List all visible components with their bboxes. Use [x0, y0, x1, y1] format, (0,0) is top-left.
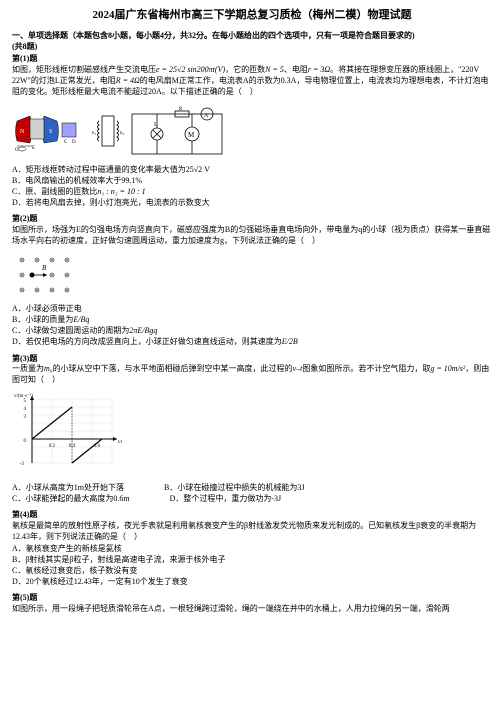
exam-title: 2024届广东省梅州市高三下学期总复习质检（梅州二模）物理试题: [12, 8, 492, 23]
question-1: 第(1)题 如图，矩形线框切割磁感线产生交流电压e = 25√2 sin200π…: [12, 54, 492, 208]
svg-text:N: N: [20, 129, 25, 135]
svg-text:B: B: [42, 264, 47, 272]
q1-opt-b: B．电风扇输出的机械效率大于99.1%: [12, 175, 492, 186]
q4-options: A．氡核衰变产生的新核是氦核 B．β射线其实是β粒子，射线是高速电子流，来源于核…: [12, 543, 492, 588]
q2-options: A．小球必须带正电 B．小球的质量为E/Bq C．小球做匀速圆周运动的周期为2π…: [12, 303, 492, 348]
svg-text:4: 4: [24, 407, 27, 412]
q1-figure: N S C D O E n₁ n₂: [12, 101, 492, 161]
q5-label: 第(5)题: [12, 593, 492, 604]
q2-figure: B: [12, 250, 492, 300]
section-a-header: 一、单项选择题（本题包含8小题，每小题4分，共32分。在每小题给出的四个选项中，…: [12, 31, 492, 53]
svg-text:0.2: 0.2: [49, 444, 56, 449]
q1-opt-c: C．原、副线圈的匝数比n₁ : n₂ = 10 : 1: [12, 186, 492, 197]
q2-opt-b: B．小球的质量为E/Bq: [12, 314, 492, 325]
q2-opt-d: D．若仅把电场的方向改成竖直向上，小球正好做匀速直线运动，则其速度为E/2B: [12, 336, 492, 347]
question-3: 第(3)题 一质量为m₀的小球从空中下落，与水平地面相碰后弹到空中某一高度，此过…: [12, 354, 492, 505]
svg-text:-3: -3: [20, 462, 25, 467]
svg-text:E: E: [32, 146, 35, 151]
q4-opt-b: B．β射线其实是β粒子，射线是高速电子流，来源于核外电子: [12, 554, 492, 565]
q1-opt-d: D．若将电风扇去掉，则小灯泡亮光，电流表的示数变大: [12, 197, 492, 208]
svg-text:0: 0: [24, 439, 27, 444]
svg-text:t/s: t/s: [118, 440, 122, 445]
svg-text:n₂: n₂: [120, 131, 125, 136]
svg-text:n₁: n₁: [92, 131, 97, 136]
q3-options: A．小球从高度为1m处开始下落 B．小球在碰撞过程中损失的机械能为3J C．小球…: [12, 482, 492, 504]
q3-chart: 0 3 4 5 -3 0.2 0.4 0.6 t/s v/(m·s⁻¹): [12, 389, 492, 479]
svg-text:5: 5: [24, 399, 27, 404]
q3-body: 一质量为m₀的小球从空中下落，与水平地面相碰后弹到空中某一高度，此过程的v–t图…: [12, 364, 492, 386]
q2-body: 如图所示，场强为E的匀强电场方向竖直向下，磁感应强度为B的匀强磁场垂直电场向外，…: [12, 225, 492, 247]
q3-opt-a: A．小球从高度为1m处开始下落: [12, 482, 124, 493]
question-4: 第(4)题 氡核是最简单的放射性原子核，夜光手表就是利用氡核衰变产生的β射线激发…: [12, 510, 492, 587]
q4-opt-a: A．氡核衰变产生的新核是氦核: [12, 543, 492, 554]
q5-body: 如图所示，用一段绳子把轻质滑轮吊在A点，一根轻绳跨过滑轮，绳的一端绕在并中的水桶…: [12, 604, 492, 615]
svg-text:0.6: 0.6: [94, 444, 101, 449]
q1-opt-a: A．矩形线框转动过程中磁通量的变化率最大值为25√2 V: [12, 164, 492, 175]
svg-text:D: D: [72, 140, 76, 145]
q1-body: 如图，矩形线框切割磁感线产生交流电压e = 25√2 sin200πt(V)，它…: [12, 65, 492, 97]
svg-text:3: 3: [24, 415, 27, 420]
q4-opt-c: C．氡核经过衰变后，核子数没有变: [12, 565, 492, 576]
svg-text:M: M: [188, 131, 195, 139]
question-5: 第(5)题 如图所示，用一段绳子把轻质滑轮吊在A点，一根轻绳跨过滑轮，绳的一端绕…: [12, 593, 492, 615]
q2-opt-a: A．小球必须带正电: [12, 303, 492, 314]
svg-text:O: O: [15, 148, 19, 153]
svg-text:v/(m·s⁻¹): v/(m·s⁻¹): [14, 393, 33, 399]
q2-opt-c: C．小球做匀速圆周运动的周期为2πE/Bgq: [12, 325, 492, 336]
section-a-text: 一、单项选择题（本题包含8小题，每小题4分，共32分。在每小题给出的四个选项中，…: [12, 31, 415, 40]
svg-text:A: A: [204, 113, 209, 119]
q3-opt-d: D．整个过程中，重力做功为-3J: [170, 493, 282, 504]
q4-body: 氡核是最简单的放射性原子核，夜光手表就是利用氡核衰变产生的β射线激发荧光物质来发…: [12, 521, 492, 543]
q1-label: 第(1)题: [12, 54, 492, 65]
q3-opt-c: C．小球能弹起的最大高度为0.6m: [12, 493, 130, 504]
q4-opt-d: D．20个氡核经过12.43年，一定有10个发生了衰变: [12, 576, 492, 587]
q4-label: 第(4)题: [12, 510, 492, 521]
q2-label: 第(2)题: [12, 214, 492, 225]
svg-text:C: C: [64, 140, 68, 145]
section-a-sub: (共8题): [12, 42, 37, 51]
svg-text:0.4: 0.4: [69, 444, 76, 449]
q3-opt-b: B．小球在碰撞过程中损失的机械能为3J: [164, 482, 304, 493]
question-2: 第(2)题 如图所示，场强为E的匀强电场方向竖直向下，磁感应强度为B的匀强磁场垂…: [12, 214, 492, 347]
svg-text:S: S: [49, 129, 52, 135]
q1-options: A．矩形线框转动过程中磁通量的变化率最大值为25√2 V B．电风扇输出的机械效…: [12, 164, 492, 209]
q3-label: 第(3)题: [12, 354, 492, 365]
